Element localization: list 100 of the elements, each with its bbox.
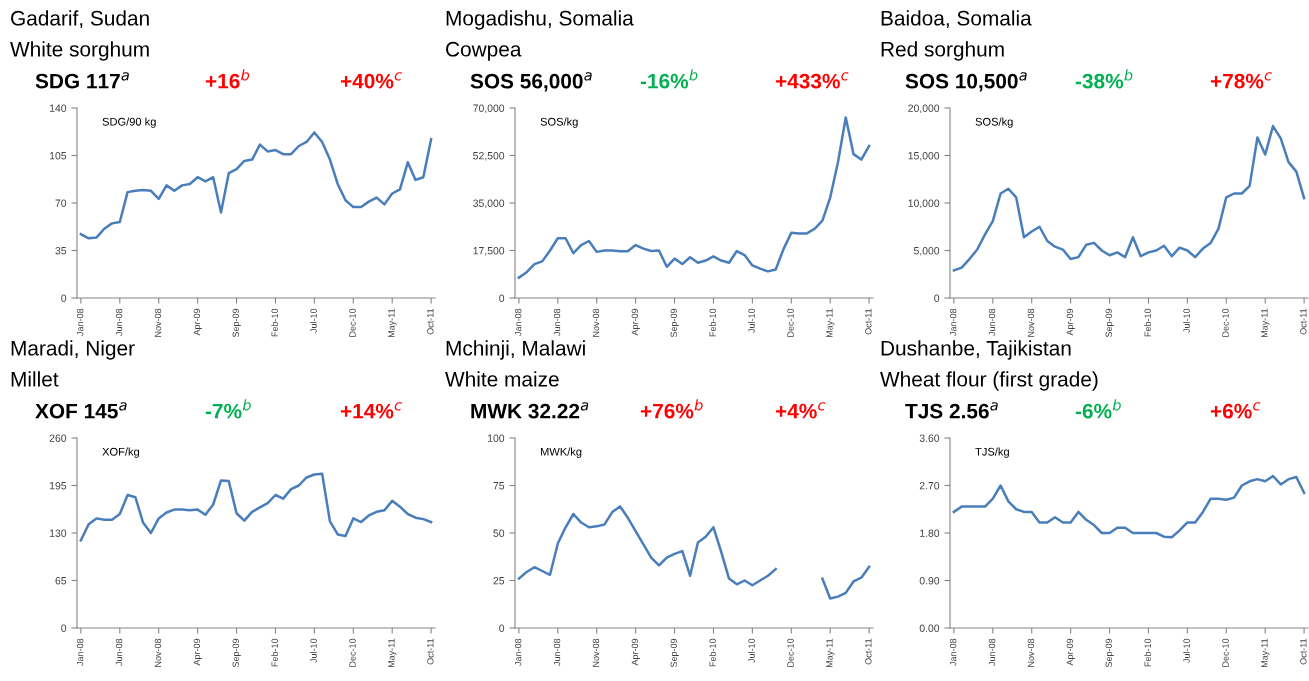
y-tick-label: 2.70 [919, 482, 940, 490]
text: +14%$^{c}$ [340, 402, 402, 419]
x-tick-label: Jul-10 [310, 638, 317, 663]
chart-subtitle: Millet [11, 371, 59, 387]
y-tick-label: 130 [50, 529, 67, 537]
text: -7%$^{b}$ [205, 399, 251, 419]
y-tick-label: 100 [488, 434, 505, 442]
x-tick-label: Sep-09 [232, 638, 241, 668]
y-axis-title: TJS/kg [975, 447, 1009, 458]
x-tick-label: Jul-10 [310, 308, 317, 333]
text: +40%$^{c}$ [340, 72, 402, 89]
x-tick-label: Sep-09 [670, 308, 679, 338]
text: +6%$^{c}$ [1210, 402, 1261, 419]
text: MWK 32.22$^{a}$ [471, 402, 589, 419]
chart-title: Maradi, Niger [11, 340, 135, 360]
text: +4%$^{c}$ [775, 402, 826, 419]
x-tick-label: Dec-10 [787, 308, 794, 337]
x-tick-label: Apr-09 [1066, 308, 1075, 336]
x-tick-label: Oct-11 [1300, 308, 1307, 335]
y-tick-label: 15,000 [908, 152, 940, 161]
x-tick-label: Jan-08 [76, 638, 84, 666]
x-tick-label: Feb-10 [709, 308, 716, 337]
y-axis-title: XOF/kg [102, 447, 140, 458]
x-tick-label: Nov-08 [1027, 308, 1035, 337]
y-tick-label: 70,000 [473, 104, 505, 114]
x-tick-label: Jun-08 [988, 638, 996, 666]
x-tick-label: May-11 [1261, 308, 1270, 338]
chart-subtitle: White sorghum [10, 41, 149, 61]
y-tick-label: 75 [493, 482, 505, 490]
x-tick-label: Jul-10 [748, 638, 755, 663]
chart-title: Mogadishu, Somalia [446, 10, 634, 30]
x-tick-label: Nov-08 [1027, 638, 1035, 667]
x-tick-label: Oct-11 [1300, 638, 1307, 665]
y-tick-label: 50 [493, 529, 505, 537]
x-tick-label: Feb-10 [271, 638, 278, 667]
y-tick-label: 0 [499, 294, 505, 302]
x-tick-label: Sep-09 [1105, 308, 1114, 338]
x-tick-label: Nov-08 [592, 308, 600, 337]
y-axis-title: SOS/kg [540, 117, 578, 128]
y-tick-label: 17,500 [473, 247, 505, 256]
chart-subtitle: Wheat flour (first grade) [880, 371, 1098, 391]
x-tick-label: Nov-08 [592, 638, 600, 667]
x-tick-label: May-11 [388, 308, 397, 338]
text: +78%$^{c}$ [1210, 72, 1272, 89]
y-axis-title: SOS/kg [975, 117, 1013, 128]
x-tick-label: Dec-10 [787, 638, 794, 667]
line-series [79, 131, 433, 240]
y-tick-label: 260 [49, 434, 67, 442]
x-tick-label: Jun-08 [115, 308, 123, 336]
chart-title: Baidoa, Somalia [881, 10, 1032, 29]
text: XOF 145$^{a}$ [35, 402, 127, 419]
line-series [952, 474, 1306, 539]
x-tick-label: Nov-08 [154, 308, 162, 337]
chart-title: Gadarif, Sudan [11, 10, 149, 29]
x-tick-label: Jun-08 [553, 308, 561, 336]
x-tick-label: Dec-10 [1222, 308, 1229, 337]
y-tick-label: 0 [934, 294, 940, 302]
x-tick-label: Nov-08 [154, 638, 162, 667]
y-tick-label: 52,500 [473, 152, 505, 161]
x-tick-label: Jan-08 [514, 308, 522, 336]
text: +16$^{b}$ [205, 69, 250, 89]
y-tick-label: 1.80 [920, 529, 940, 537]
line-series [79, 472, 433, 542]
text: SOS 56,000$^{a}$ [470, 72, 592, 92]
x-tick-label: Jan-08 [514, 638, 522, 666]
text: -38%$^{b}$ [1075, 69, 1133, 89]
x-tick-label: May-11 [826, 638, 835, 668]
y-tick-label: 140 [50, 104, 67, 112]
x-tick-label: Apr-09 [1066, 638, 1075, 666]
x-tick-label: Apr-09 [193, 638, 202, 666]
x-tick-label: Feb-10 [1144, 308, 1151, 337]
text: TJS 2.56$^{a}$ [905, 402, 998, 419]
y-tick-label: 65 [55, 577, 67, 585]
text: -16%$^{b}$ [640, 69, 698, 89]
line-series [517, 116, 871, 279]
x-tick-label: Jan-08 [76, 308, 84, 336]
chart-subtitle: White maize [445, 371, 559, 387]
text: -6%$^{b}$ [1075, 399, 1121, 419]
y-tick-label: 105 [50, 152, 67, 160]
y-tick-label: 0 [61, 294, 67, 302]
y-tick-label: 0.90 [919, 577, 940, 585]
x-tick-label: Dec-10 [349, 308, 356, 337]
y-tick-label: 35,000 [473, 199, 505, 209]
y-tick-label: 0 [499, 624, 505, 632]
x-tick-label: Dec-10 [1222, 638, 1229, 667]
y-axis-title: SDG/90 kg [102, 117, 156, 128]
text: +76%$^{b}$ [640, 399, 703, 419]
x-tick-label: Feb-10 [271, 308, 278, 337]
x-tick-label: Jan-08 [949, 638, 957, 666]
y-tick-label: 70 [55, 199, 67, 207]
x-tick-label: Jan-08 [949, 308, 957, 336]
text: SDG 117$^{a}$ [35, 72, 129, 89]
x-tick-label: May-11 [1261, 638, 1270, 668]
x-tick-label: Jul-10 [748, 308, 755, 333]
x-tick-label: Jun-08 [988, 308, 996, 336]
x-tick-label: Jun-08 [553, 638, 561, 666]
y-tick-label: 10,000 [908, 199, 940, 209]
chart-title: Dushanbe, Tajikistan [881, 340, 1071, 360]
chart-title: Mchinji, Malawi [446, 340, 585, 360]
text: SOS 10,500$^{a}$ [905, 72, 1027, 92]
